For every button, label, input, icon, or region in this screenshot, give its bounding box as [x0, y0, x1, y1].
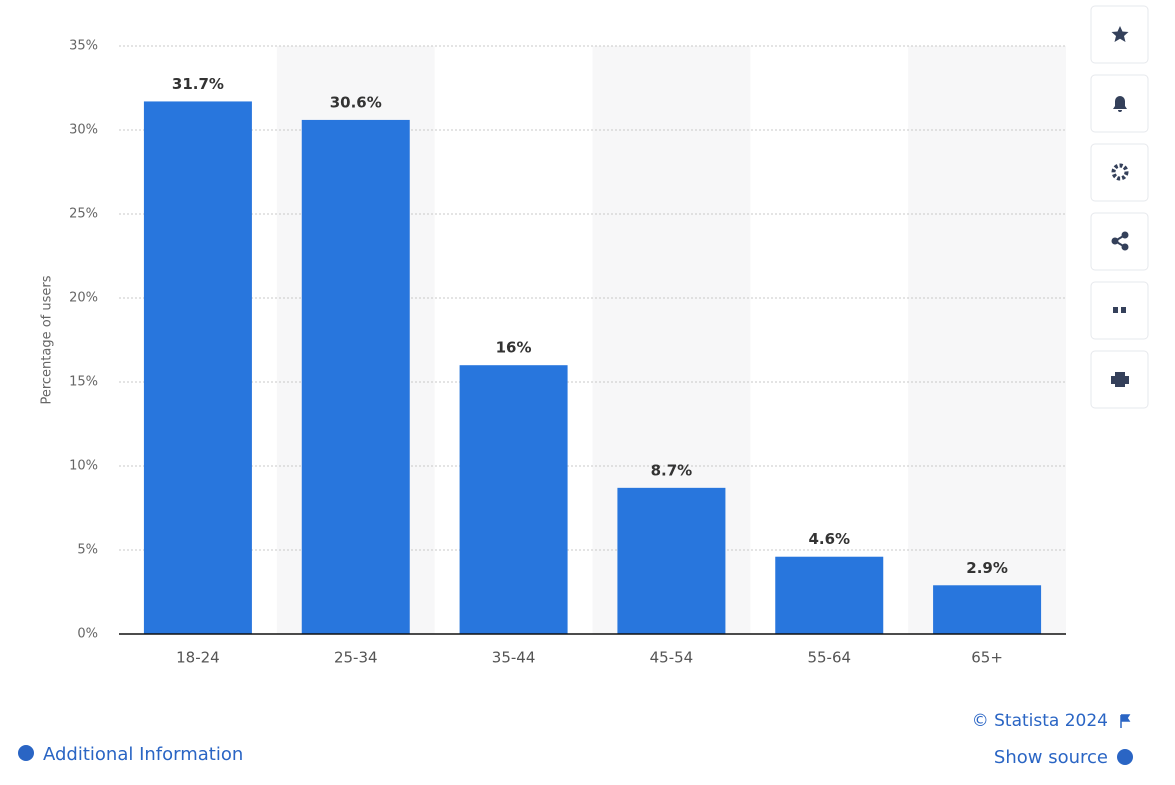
x-tick-label: 18-24: [176, 649, 220, 667]
y-tick-label: 25%: [69, 207, 98, 222]
y-tick-label: 0%: [77, 627, 98, 642]
gear-icon: [1111, 163, 1129, 181]
toolbar: [1090, 5, 1149, 409]
y-tick-label: 5%: [77, 543, 98, 558]
x-tick-label: 25-34: [334, 649, 378, 667]
x-tick-label: 45-54: [650, 649, 694, 667]
info-icon: [1117, 749, 1133, 765]
value-label: 30.6%: [330, 93, 382, 111]
value-label: 4.6%: [808, 530, 850, 548]
additional-info[interactable]: Additional Information: [43, 744, 243, 765]
print-icon: [1111, 372, 1129, 387]
y-tick-label: 30%: [69, 123, 98, 138]
cite-button[interactable]: [1090, 281, 1149, 340]
x-tick-label: 55-64: [807, 649, 851, 667]
value-label: 31.7%: [172, 75, 224, 93]
bar: [459, 365, 568, 634]
band: [908, 46, 1066, 634]
bell-icon: [1113, 96, 1127, 112]
value-label: 16%: [496, 339, 532, 357]
y-tick-label: 35%: [69, 39, 98, 54]
bar: [301, 119, 410, 635]
x-tick-label: 35-44: [492, 649, 536, 667]
value-label: 8.7%: [651, 461, 693, 479]
flag-icon: [1120, 714, 1131, 728]
copyright[interactable]: © Statista 2024: [972, 711, 1108, 731]
bar: [143, 101, 252, 634]
bar: [617, 487, 726, 634]
y-tick-label: 20%: [69, 291, 98, 306]
x-tick-label: 65+: [971, 649, 1003, 667]
show-source[interactable]: Show source: [994, 747, 1108, 768]
y-axis-label: Percentage of users: [40, 275, 55, 404]
bar: [933, 585, 1042, 634]
share-button[interactable]: [1090, 212, 1149, 271]
info-icon: [18, 745, 34, 761]
bar: [775, 556, 884, 634]
y-tick-label: 10%: [69, 459, 98, 474]
star-icon: [1111, 26, 1129, 42]
y-tick-label: 15%: [69, 375, 98, 390]
share-icon: [1111, 231, 1129, 251]
settings-button[interactable]: [1090, 143, 1149, 202]
quote-icon: [1113, 307, 1126, 313]
value-label: 2.9%: [966, 559, 1008, 577]
